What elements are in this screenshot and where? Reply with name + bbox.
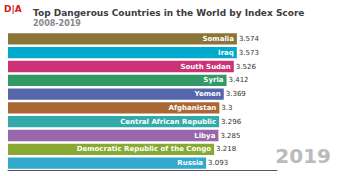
svg-text:3.285: 3.285 xyxy=(220,132,240,140)
svg-text:2019: 2019 xyxy=(275,144,331,168)
svg-text:Russia: Russia xyxy=(177,159,203,167)
svg-text:Central African Republic: Central African Republic xyxy=(120,118,216,126)
svg-text:3.218: 3.218 xyxy=(216,145,236,153)
svg-text:Libya: Libya xyxy=(194,132,215,140)
svg-text:Democratic Republic of the Con: Democratic Republic of the Congo xyxy=(77,145,212,153)
svg-text:Somalia: Somalia xyxy=(203,35,235,43)
svg-text:3.3: 3.3 xyxy=(221,104,232,112)
svg-text:Afghanistan: Afghanistan xyxy=(169,104,217,112)
svg-text:Yemen: Yemen xyxy=(194,90,221,98)
svg-text:2008-2019: 2008-2019 xyxy=(33,19,81,28)
svg-text:Top Dangerous Countries in the: Top Dangerous Countries in the World by … xyxy=(33,8,304,18)
svg-text:D|A: D|A xyxy=(4,4,22,14)
svg-text:South Sudan: South Sudan xyxy=(180,63,230,71)
svg-text:Syria: Syria xyxy=(203,76,223,84)
svg-text:3.093: 3.093 xyxy=(208,159,228,167)
svg-text:3.526: 3.526 xyxy=(236,63,257,71)
svg-text:3.412: 3.412 xyxy=(229,76,249,84)
svg-text:Iraq: Iraq xyxy=(218,49,234,57)
svg-text:3.369: 3.369 xyxy=(226,90,246,98)
svg-text:3.574: 3.574 xyxy=(239,35,260,43)
svg-text:3.296: 3.296 xyxy=(221,118,242,126)
svg-text:3.573: 3.573 xyxy=(239,49,259,57)
